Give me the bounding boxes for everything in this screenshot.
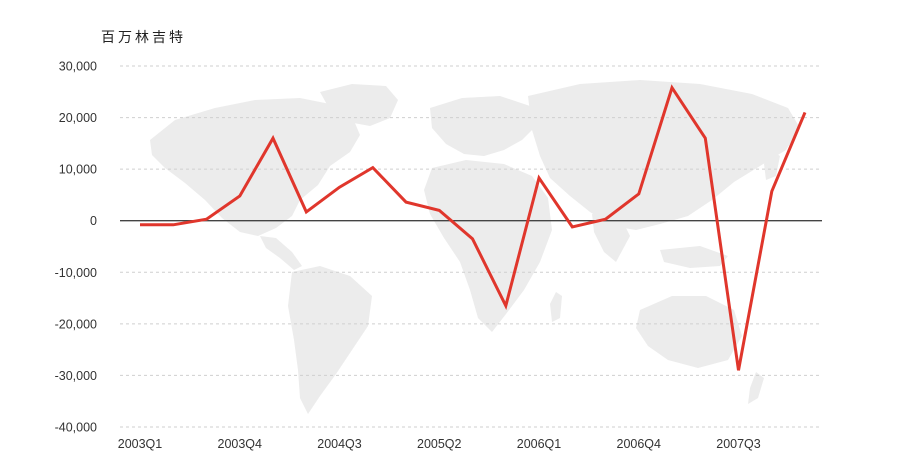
x-tick-label: 2003Q4 <box>218 437 263 451</box>
y-tick-label: -40,000 <box>55 421 97 435</box>
y-tick-label: -20,000 <box>55 317 97 331</box>
x-tick-label: 2004Q3 <box>317 437 362 451</box>
y-tick-label: 20,000 <box>59 111 97 125</box>
series-line <box>140 84 807 371</box>
x-tick-label: 2005Q2 <box>417 437 462 451</box>
y-axis-tick-labels: 30,000 20,000 10,000 0 -10,000 -20,000 -30,000… <box>55 60 97 435</box>
x-tick-label: 2007Q3 <box>716 437 761 451</box>
y-axis-unit-label: 百万林吉特 <box>101 30 186 46</box>
x-tick-label: 2003Q1 <box>118 437 163 451</box>
x-tick-label: 2006Q1 <box>517 437 562 451</box>
series-layer <box>139 84 807 371</box>
y-tick-label: 30,000 <box>59 60 97 74</box>
x-tick-label: 2006Q4 <box>617 437 662 451</box>
x-axis-tick-labels: 2003Q1 2003Q4 2004Q3 2005Q2 2006Q1 2006Q4 2007… <box>118 437 761 451</box>
y-tick-label: 10,000 <box>59 163 97 177</box>
y-tick-label: -10,000 <box>55 266 97 280</box>
y-gridlines <box>120 65 822 428</box>
y-tick-label: -30,000 <box>55 369 97 383</box>
y-tick-label: 0 <box>90 214 97 228</box>
